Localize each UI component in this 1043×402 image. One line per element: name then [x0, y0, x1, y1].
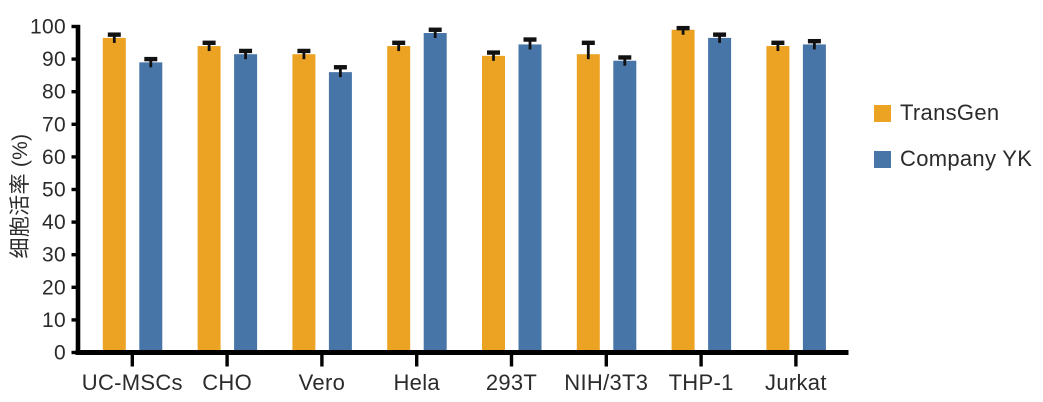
bar-transgen-thp-1 [671, 29, 695, 355]
transgen-color-swatch [874, 104, 891, 122]
y-axis-title: 细胞活率 (%) [9, 134, 32, 259]
y-tick-label: 60 [42, 146, 66, 169]
y-tick-label: 10 [42, 309, 66, 332]
bar-company-yk-nih/3t3 [613, 60, 637, 355]
bar-company-yk-cho [234, 54, 258, 355]
bar-transgen-uc-mscs [102, 37, 126, 355]
y-tick-label: 90 [42, 48, 66, 71]
x-tick-label: CHO [202, 370, 252, 395]
company-yk-color-swatch [874, 150, 891, 168]
bar-company-yk-vero [328, 72, 352, 355]
y-tick-label: 0 [54, 342, 66, 365]
bar-company-yk-hela [423, 33, 447, 355]
chart-legend: TransGen Company YK [874, 100, 1033, 171]
bar-transgen-cho [197, 46, 221, 355]
bar-transgen-hela [387, 46, 411, 355]
bar-company-yk-293t [518, 44, 542, 355]
y-tick-label: 100 [30, 16, 66, 39]
y-tick-label: 30 [42, 244, 66, 267]
y-tick-label: 70 [42, 113, 66, 136]
x-tick-label: 293T [486, 370, 537, 395]
legend-label-transgen: TransGen [900, 100, 1000, 125]
legend-label-company-yk: Company YK [900, 146, 1033, 171]
legend-item-company-yk: Company YK [874, 146, 1033, 171]
bar-transgen-293t [482, 55, 505, 355]
bar-company-yk-thp-1 [708, 37, 732, 355]
y-tick-label: 50 [42, 179, 66, 202]
bar-transgen-nih/3t3 [576, 54, 600, 355]
y-tick-label: 80 [42, 81, 66, 104]
bar-company-yk-uc-mscs [139, 62, 163, 355]
legend-item-transgen: TransGen [874, 100, 1032, 125]
x-tick-label: Jurkat [765, 370, 827, 395]
x-tick-label: Vero [299, 370, 345, 395]
x-tick-label: UC-MSCs [82, 370, 183, 395]
x-tick-label: Hela [393, 370, 440, 395]
y-tick-label: 40 [42, 211, 66, 234]
y-tick-label: 20 [42, 276, 66, 299]
bar-transgen-vero [292, 54, 316, 355]
x-tick-label: THP-1 [669, 370, 734, 395]
bar-transgen-jurkat [766, 46, 790, 355]
x-tick-label: NIH/3T3 [564, 370, 648, 395]
bar-company-yk-jurkat [802, 44, 826, 355]
